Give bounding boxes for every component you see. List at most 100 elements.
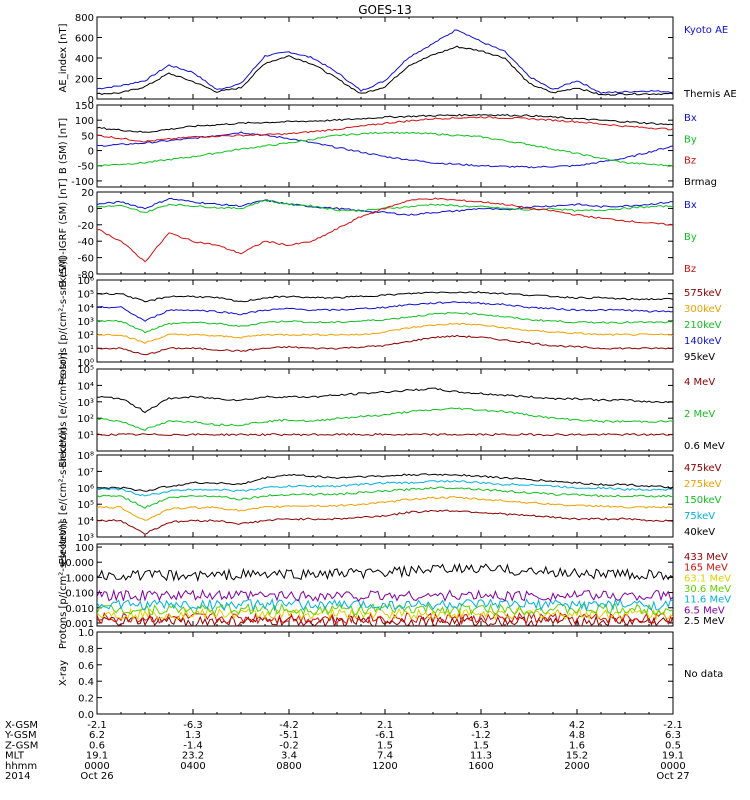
legend-label: 0.6 MeV [684, 441, 725, 452]
x-row-label: X-GSM [5, 720, 38, 731]
x-row-value: -4.2 [279, 720, 299, 731]
legend-label: 475keV [684, 463, 722, 474]
legend-label: 2.5 MeV [684, 616, 725, 627]
series-line [97, 334, 673, 356]
y-tick-label: 400 [75, 54, 94, 65]
series-line [97, 407, 673, 431]
legend-label: Themis AE [683, 89, 737, 100]
legend-label: By [684, 134, 697, 145]
panel-7: 0.001 0.010 0.100 1.000 10.000 100 Protons [p/… [58, 521, 731, 649]
legend-label: Brmag [684, 177, 717, 188]
y-tick-label: 100 [75, 116, 94, 127]
y-tick-label: 0.0 [78, 710, 94, 721]
panel-frame [96, 368, 674, 452]
x-row-label: hhmm [5, 761, 37, 772]
panel-frame [96, 279, 674, 363]
y-tick-label: 1.0 [78, 628, 94, 639]
panel-3: -80 -60 -40 -20 0 20 B (SM)-IGRF (SM) [nT] Bx By… [58, 178, 697, 287]
y-tick-label: 10⁶ [77, 484, 94, 495]
legend-label: 63.1 MeV [684, 573, 731, 584]
x-row-value: Oct 27 [656, 771, 689, 782]
y-tick-label: 20 [81, 188, 94, 199]
legend-label: 30.6 MeV [684, 584, 731, 595]
x-row-value: 1.6 [569, 740, 585, 751]
y-axis-label: Electrons [e/(cm²-s-sr)] [58, 352, 69, 468]
y-axis-label: B (SM) [nT] [58, 118, 69, 174]
y-axis-label: Protons [p/(cm²-s-sr-keV)] [58, 257, 69, 385]
y-tick-label: 0.100 [65, 589, 94, 600]
x-row-value: -2.1 [87, 720, 107, 731]
x-row-value: -2.1 [663, 720, 683, 731]
x-row-value: 0.5 [665, 740, 681, 751]
x-row-value: 19.1 [86, 751, 108, 762]
x-row-value: 19.1 [662, 751, 684, 762]
y-tick-label: 150 [75, 101, 94, 112]
legend-label: By [684, 232, 697, 243]
y-axis-label: Protons [p/(cm²-s-sr-keV)] [58, 521, 69, 649]
panel-5: 10¹ 10² 10³ 10⁴ 10⁵ Electrons [e/(cm²-s-sr)] 4… [58, 352, 725, 468]
y-tick-label: 200 [75, 75, 94, 86]
x-row-value: -0.2 [279, 740, 299, 751]
series-line [97, 509, 673, 535]
x-row-value: 4.8 [569, 730, 585, 741]
x-row-value: 0.6 [89, 740, 105, 751]
y-tick-label: 10¹ [77, 344, 94, 355]
panel-6: 10³ 10⁴ 10⁵ 10⁶ 10⁷ 10⁸ Electrons [e/(cm²-s-sr… [58, 427, 722, 564]
y-tick-label: -50 [78, 162, 94, 173]
series-line [97, 479, 673, 497]
y-tick-label: 600 [75, 34, 94, 45]
series-group [97, 29, 673, 96]
series-line [97, 29, 673, 94]
series-line [97, 197, 673, 263]
panel-8: 0.0 0.2 0.4 0.6 0.8 1.0 X-ray No data [58, 628, 723, 721]
x-row-value: 0000 [660, 761, 685, 772]
legend-label: 275keV [684, 479, 722, 490]
y-tick-label: 10² [77, 331, 94, 342]
y-tick-label: 0 [88, 95, 94, 106]
y-tick-label: 10⁵ [77, 365, 94, 376]
x-row-value: -6.1 [375, 730, 395, 741]
series-line [97, 312, 673, 334]
series-line [97, 433, 673, 437]
y-tick-label: 800 [75, 13, 94, 24]
legend-label: 210keV [684, 320, 722, 331]
y-tick-label: 10⁵ [77, 290, 94, 301]
y-axis-label: B (SM)-IGRF (SM) [nT] [58, 178, 69, 287]
series-line [97, 116, 673, 143]
series-line [97, 486, 673, 509]
series-group [97, 562, 673, 626]
series-group [97, 473, 673, 535]
y-tick-label: 10⁴ [77, 517, 94, 528]
y-tick-label: 10.000 [59, 558, 94, 569]
x-row-value: 0400 [180, 761, 205, 772]
legend-label: 11.6 MeV [684, 595, 731, 606]
y-tick-label: 100 [75, 543, 94, 554]
x-row-value: -5.1 [279, 730, 299, 741]
x-row-value: 2000 [564, 761, 589, 772]
y-tick-label: 0.4 [78, 677, 94, 688]
y-tick-label: 1.000 [65, 573, 94, 584]
panel-1: 0 200 400 600 800 AE_index [nT] Kyoto AE Themis… [58, 13, 737, 106]
x-row-value: 0800 [276, 761, 301, 772]
x-row-value: 6.3 [665, 730, 681, 741]
y-tick-label: 50 [81, 131, 94, 142]
series-group [97, 113, 673, 169]
series-line [97, 588, 673, 603]
figure-title: GOES-13 [358, 3, 412, 17]
legend-label: 575keV [684, 288, 722, 299]
legend-label: 165 MeV [684, 563, 728, 574]
series-line [97, 322, 673, 345]
legend-label: Bz [684, 264, 696, 275]
legend-label: 4 MeV [684, 377, 715, 388]
y-tick-label: 0.010 [65, 604, 94, 615]
y-tick-label: 10⁷ [77, 467, 94, 478]
y-tick-label: 10³ [77, 533, 94, 544]
y-tick-label: 0.001 [65, 619, 94, 630]
series-line [97, 197, 673, 216]
legend-label: 433 MeV [684, 552, 728, 563]
x-row-value: 2.1 [377, 720, 393, 731]
y-tick-label: 10³ [77, 317, 94, 328]
x-row-value: 6.3 [473, 720, 489, 731]
panel-4: 10⁰ 10¹ 10² 10³ 10⁴ 10⁵ 10⁶ Protons [p/(cm²-s-s… [58, 257, 722, 385]
y-tick-label: 0 [88, 204, 94, 215]
